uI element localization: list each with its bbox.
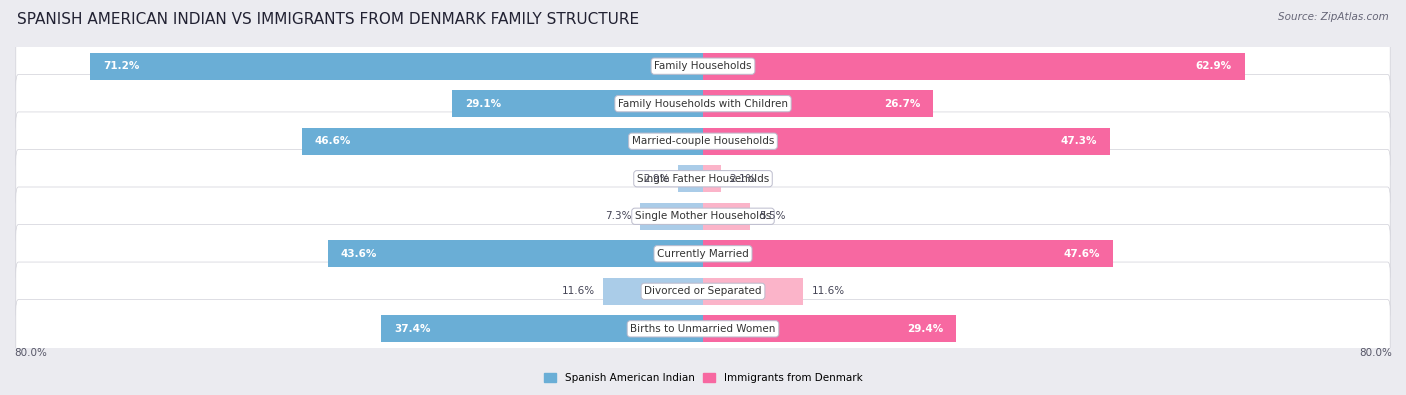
FancyBboxPatch shape	[15, 74, 1391, 133]
Bar	[703, 315, 956, 342]
Text: 2.9%: 2.9%	[643, 174, 669, 184]
Text: 2.1%: 2.1%	[730, 174, 756, 184]
Text: Family Households: Family Households	[654, 61, 752, 71]
Text: 5.5%: 5.5%	[759, 211, 786, 221]
Legend: Spanish American Indian, Immigrants from Denmark: Spanish American Indian, Immigrants from…	[540, 369, 866, 387]
Text: 11.6%: 11.6%	[811, 286, 845, 296]
Text: 26.7%: 26.7%	[883, 99, 920, 109]
Text: 29.1%: 29.1%	[465, 99, 502, 109]
Text: 62.9%: 62.9%	[1195, 61, 1232, 71]
Text: 80.0%: 80.0%	[1360, 348, 1392, 357]
FancyBboxPatch shape	[15, 112, 1391, 171]
FancyBboxPatch shape	[15, 299, 1391, 358]
Text: 37.4%: 37.4%	[394, 324, 430, 334]
Text: 11.6%: 11.6%	[561, 286, 595, 296]
Text: 29.4%: 29.4%	[907, 324, 943, 334]
Text: Single Mother Households: Single Mother Households	[636, 211, 770, 221]
Text: Family Households with Children: Family Households with Children	[619, 99, 787, 109]
Bar	[640, 203, 703, 230]
Text: 43.6%: 43.6%	[340, 249, 377, 259]
Bar	[703, 278, 803, 305]
Bar	[90, 53, 703, 80]
FancyBboxPatch shape	[15, 37, 1391, 96]
Text: 47.6%: 47.6%	[1063, 249, 1099, 259]
Bar	[678, 165, 703, 192]
Bar	[703, 165, 721, 192]
FancyBboxPatch shape	[15, 262, 1391, 321]
Bar	[703, 240, 1114, 267]
Text: Married-couple Households: Married-couple Households	[631, 136, 775, 146]
Bar	[328, 240, 703, 267]
Text: 80.0%: 80.0%	[14, 348, 46, 357]
Text: Single Father Households: Single Father Households	[637, 174, 769, 184]
Bar	[453, 90, 703, 117]
FancyBboxPatch shape	[15, 224, 1391, 283]
Text: Currently Married: Currently Married	[657, 249, 749, 259]
Bar	[603, 278, 703, 305]
Text: Divorced or Separated: Divorced or Separated	[644, 286, 762, 296]
Text: 47.3%: 47.3%	[1062, 136, 1098, 146]
Bar	[703, 128, 1111, 155]
FancyBboxPatch shape	[15, 149, 1391, 208]
Text: 7.3%: 7.3%	[605, 211, 631, 221]
Bar	[703, 53, 1244, 80]
Text: 46.6%: 46.6%	[315, 136, 352, 146]
Bar	[703, 203, 751, 230]
FancyBboxPatch shape	[15, 187, 1391, 246]
Bar	[381, 315, 703, 342]
Text: SPANISH AMERICAN INDIAN VS IMMIGRANTS FROM DENMARK FAMILY STRUCTURE: SPANISH AMERICAN INDIAN VS IMMIGRANTS FR…	[17, 12, 638, 27]
Text: Source: ZipAtlas.com: Source: ZipAtlas.com	[1278, 12, 1389, 22]
Bar	[703, 90, 934, 117]
Text: Births to Unmarried Women: Births to Unmarried Women	[630, 324, 776, 334]
Text: 71.2%: 71.2%	[103, 61, 139, 71]
Bar	[302, 128, 703, 155]
